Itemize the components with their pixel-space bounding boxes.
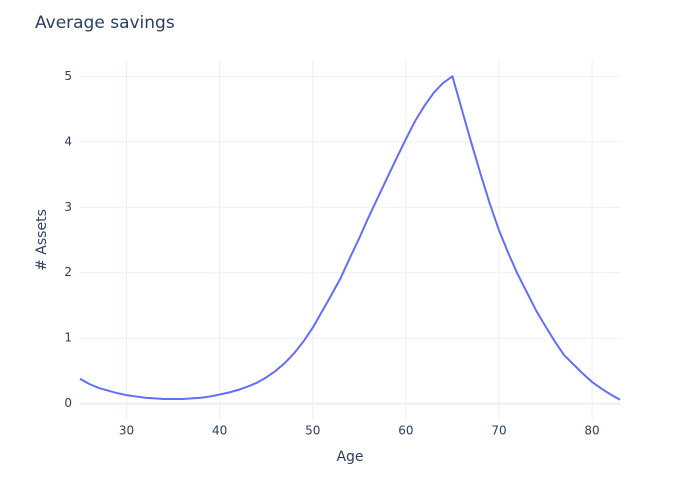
line-series — [79, 75, 621, 401]
x-tick-label: 40 — [212, 424, 227, 438]
x-axis-title: Age — [336, 449, 363, 465]
y-axis-title: # Assets — [34, 209, 50, 271]
y-tick-label: 5 — [64, 69, 72, 83]
y-tick-label: 1 — [64, 331, 72, 345]
chart-title: Average savings — [35, 13, 175, 33]
x-tick-label: 80 — [584, 424, 599, 438]
y-tick-label: 3 — [64, 200, 72, 214]
y-tick-label: 4 — [64, 134, 72, 148]
x-tick-label: 60 — [398, 424, 413, 438]
y-tick-label: 2 — [64, 265, 72, 279]
x-tick-label: 30 — [119, 424, 134, 438]
y-tick-label: 0 — [64, 396, 72, 410]
x-tick-label: 50 — [305, 424, 320, 438]
x-tick-label: 70 — [491, 424, 506, 438]
